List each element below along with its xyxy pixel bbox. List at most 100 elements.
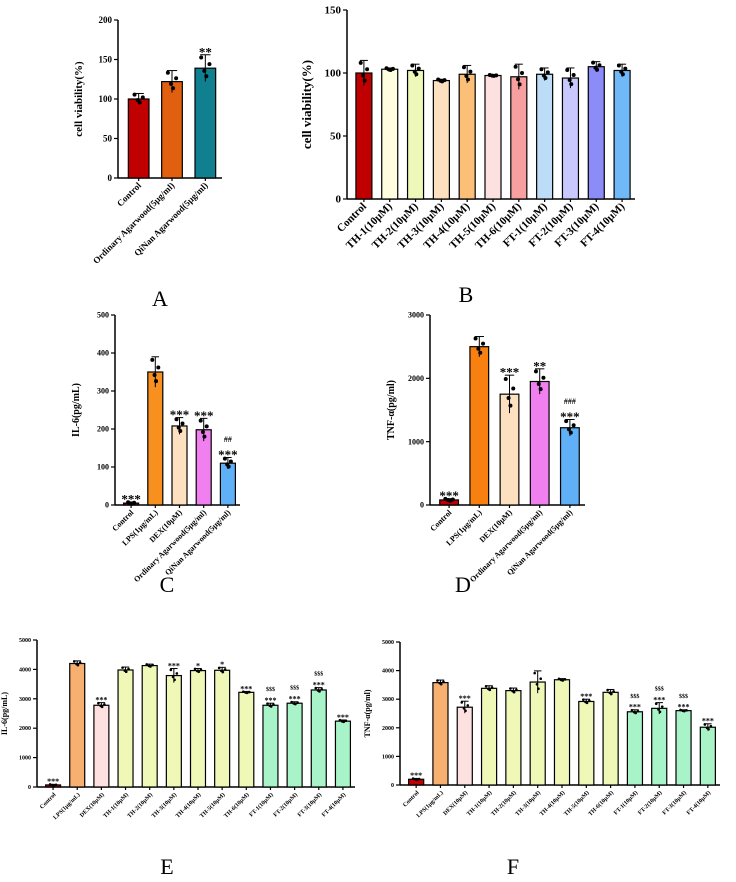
x-tick-label: Control [39,792,58,811]
data-point [517,82,522,87]
data-point [248,690,251,694]
significance-label: *** [170,407,190,422]
data-point [515,688,518,692]
y-tick-label: 300 [97,387,109,396]
y-tick-label: 3000 [382,697,394,703]
data-point [127,667,130,671]
data-point [632,710,636,714]
data-point [541,375,546,380]
data-point [541,73,546,78]
data-point [169,668,173,672]
bar [602,691,619,786]
y-tick-label: 0 [420,501,424,510]
data-point [503,376,508,381]
data-point [97,701,100,705]
data-point [539,677,543,680]
data-point [566,427,571,432]
significance-label-secondary: ## [224,435,232,444]
significance-label: ** [533,358,546,373]
data-point [506,395,511,400]
data-point [202,434,207,439]
significance-label: *** [218,447,238,462]
y-tick-label: 50 [103,134,113,144]
data-point [442,680,445,684]
y-tick-label: 0 [28,785,31,791]
y-tick-label: 4000 [19,667,31,673]
data-point [593,65,598,70]
data-point [509,687,512,690]
bar [238,691,255,788]
bar [613,69,631,200]
data-point [204,74,209,79]
data-point [569,82,574,87]
y-tick-label: 4000 [382,669,394,675]
y-tick-label: 2000 [382,726,394,732]
data-point [568,430,573,435]
data-point [171,86,176,91]
data-point [508,403,513,408]
data-point [72,660,76,663]
data-point [123,669,127,672]
data-point [709,724,713,728]
data-point [490,686,494,689]
y-tick-label: 5000 [382,640,394,646]
data-point [199,668,203,672]
y-tick-label: 0 [336,194,342,206]
data-point [132,92,137,97]
data-point [268,704,272,707]
y-tick-label: 100 [97,463,109,472]
data-point [140,95,145,100]
data-point [228,459,233,464]
significance-label: *** [459,694,471,703]
data-point [612,690,615,693]
data-point [660,705,664,708]
data-point [703,723,707,726]
data-point [316,689,320,692]
data-point [202,68,207,73]
data-point [563,678,567,681]
bar [626,711,644,786]
bar [559,427,580,506]
data-point [165,70,170,75]
data-point [473,336,478,341]
x-tick-label: FT-2(10μM) [272,791,299,818]
significance-label-secondary: $$$ [290,685,299,692]
data-point [361,73,366,78]
data-point [217,666,221,670]
data-point [567,78,572,83]
x-tick-label: Control [115,180,144,209]
significance-label: *** [702,717,714,726]
data-point [571,73,576,78]
data-point [365,67,370,72]
bar [189,669,207,788]
data-point [565,67,570,72]
significance-label: *** [580,692,592,701]
significance-label: *** [47,777,59,786]
bar [469,346,490,506]
x-tick-label: FT-3(10μM) [661,789,688,816]
data-point [533,369,538,374]
y-axis-label: TNF-α(pg/ml) [386,380,397,440]
data-point [516,77,521,82]
data-point [174,417,179,422]
x-tick-label: FT-1(10μM) [612,789,639,816]
data-point [199,55,204,60]
significance-label: ** [199,44,212,59]
bar [505,690,522,786]
data-point [438,681,442,685]
bar [141,664,158,788]
bar [432,79,450,200]
significance-label: *** [313,680,325,689]
data-point [490,73,495,78]
data-point [290,700,293,704]
data-point [156,365,161,370]
significance-label-secondary: ### [564,397,576,406]
significance-label-secondary: $$$ [679,693,688,700]
y-axis-label: cell viability(%) [299,60,314,149]
bar [355,72,373,200]
data-point [412,69,417,74]
data-point [152,373,157,378]
data-point [244,691,247,694]
y-tick-label: 500 [97,311,109,320]
data-point [520,71,525,75]
